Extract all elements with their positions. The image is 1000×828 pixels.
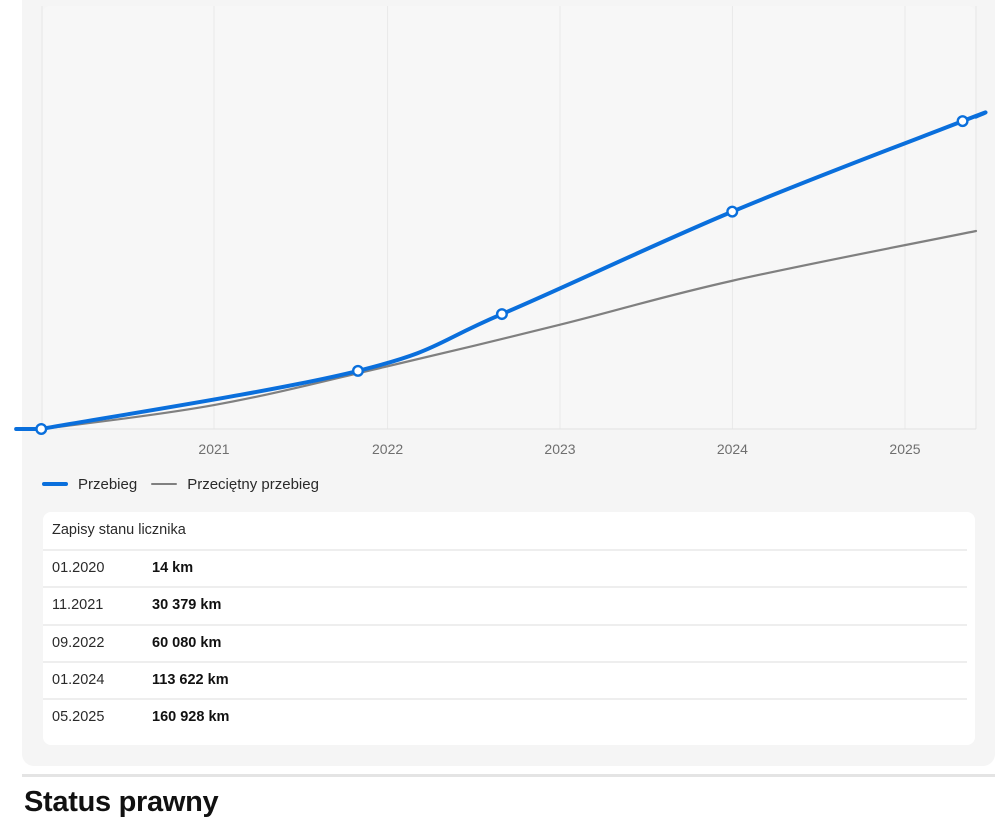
- data-point-01.2024: [726, 205, 739, 218]
- row-date: 01.2024: [52, 672, 105, 688]
- table-row: 05.2025 160 928 km: [43, 698, 967, 735]
- series-line-average: [40, 229, 978, 431]
- row-mileage: 30 379 km: [152, 597, 222, 613]
- row-date: 11.2021: [52, 597, 104, 613]
- row-date: 01.2020: [52, 560, 105, 576]
- row-mileage: 160 928 km: [152, 709, 230, 725]
- series-line-mileage: [14, 110, 988, 431]
- legend-item-mileage: Przebieg: [42, 476, 137, 493]
- x-tick-label-2023: 2023: [544, 441, 575, 457]
- section-title-legal-status: Status prawny: [24, 786, 219, 818]
- data-point-01.2020: [35, 422, 48, 435]
- row-mileage: 14 km: [152, 560, 194, 576]
- data-point-09.2022: [495, 308, 508, 321]
- mileage-chart: 2021 2022 2023 2024 2025: [14, 6, 988, 457]
- row-date: 05.2025: [52, 709, 105, 725]
- table-title: Zapisy stanu licznika: [52, 522, 186, 538]
- row-mileage: 113 622 km: [152, 672, 229, 688]
- mileage-chart-area: [42, 6, 976, 430]
- legend-swatch-average: [151, 483, 178, 485]
- x-tick-label-2024: 2024: [717, 441, 748, 457]
- data-point-11.2021: [351, 364, 364, 377]
- odometer-records-table: Zapisy stanu licznika 01.2020 14 km 11.2…: [43, 512, 975, 745]
- legend-label-average: Przeciętny przebieg: [187, 475, 319, 493]
- x-tick-label-2022: 2022: [372, 441, 403, 457]
- section-divider: [22, 774, 995, 777]
- chart-legend: Przebieg Przeciętny przebieg: [42, 474, 333, 494]
- table-row: 11.2021 30 379 km: [43, 586, 967, 623]
- row-date: 09.2022: [52, 635, 105, 651]
- x-tick-label-2021: 2021: [198, 441, 229, 457]
- data-point-05.2025: [956, 115, 969, 128]
- row-mileage: 60 080 km: [152, 635, 222, 651]
- table-row: 09.2022 60 080 km: [43, 624, 967, 661]
- x-tick-label-2025: 2025: [889, 441, 920, 457]
- legend-label-mileage: Przebieg: [78, 475, 138, 493]
- legend-swatch-mileage: [42, 482, 68, 486]
- legend-item-average: Przeciętny przebieg: [151, 476, 319, 493]
- table-row: 01.2020 14 km: [43, 549, 967, 586]
- table-row: 01.2024 113 622 km: [43, 661, 967, 698]
